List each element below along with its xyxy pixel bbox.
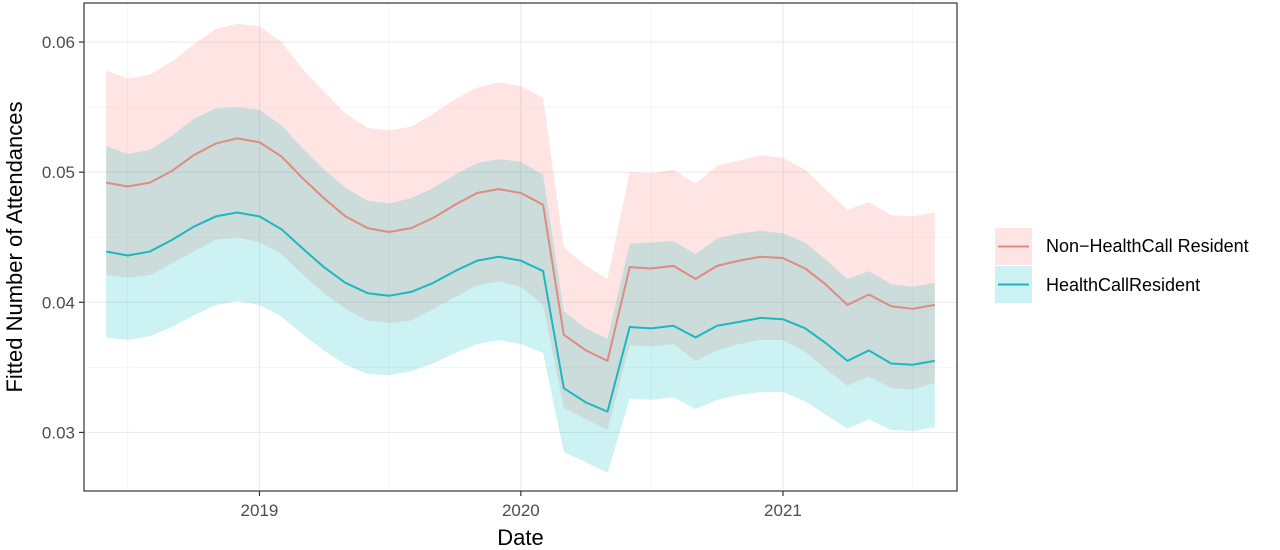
major-gridlines bbox=[84, 3, 957, 491]
legend-item-non-healthcall: Non−HealthCall Resident bbox=[995, 228, 1249, 265]
line-series-1 bbox=[106, 211, 935, 413]
x-tick-label: 2019 bbox=[241, 501, 279, 520]
y-tick-label: 0.04 bbox=[42, 293, 75, 312]
legend: Non−HealthCall Resident HealthCallReside… bbox=[995, 228, 1249, 303]
y-axis-title: Fitted Number of Attendances bbox=[2, 101, 27, 392]
x-tick-label: 2020 bbox=[502, 501, 540, 520]
legend-label-non-healthcall: Non−HealthCall Resident bbox=[1046, 236, 1249, 256]
line-series-0 bbox=[106, 137, 935, 362]
legend-label-healthcall: HealthCallResident bbox=[1046, 275, 1200, 295]
y-tick-label: 0.03 bbox=[42, 423, 75, 442]
ribbon-series-1 bbox=[106, 107, 935, 473]
series-lines bbox=[106, 137, 935, 413]
y-tick-label: 0.06 bbox=[42, 33, 75, 52]
confidence-ribbons bbox=[106, 23, 935, 473]
y-axis-ticks: 0.03 0.04 0.05 0.06 bbox=[42, 33, 84, 442]
x-axis-ticks: 2019 2020 2021 bbox=[241, 491, 802, 520]
legend-item-healthcall: HealthCallResident bbox=[995, 266, 1200, 303]
ribbon-series-0 bbox=[106, 23, 935, 430]
x-tick-label: 2021 bbox=[764, 501, 802, 520]
y-tick-label: 0.05 bbox=[42, 163, 75, 182]
x-axis-title: Date bbox=[497, 525, 543, 550]
